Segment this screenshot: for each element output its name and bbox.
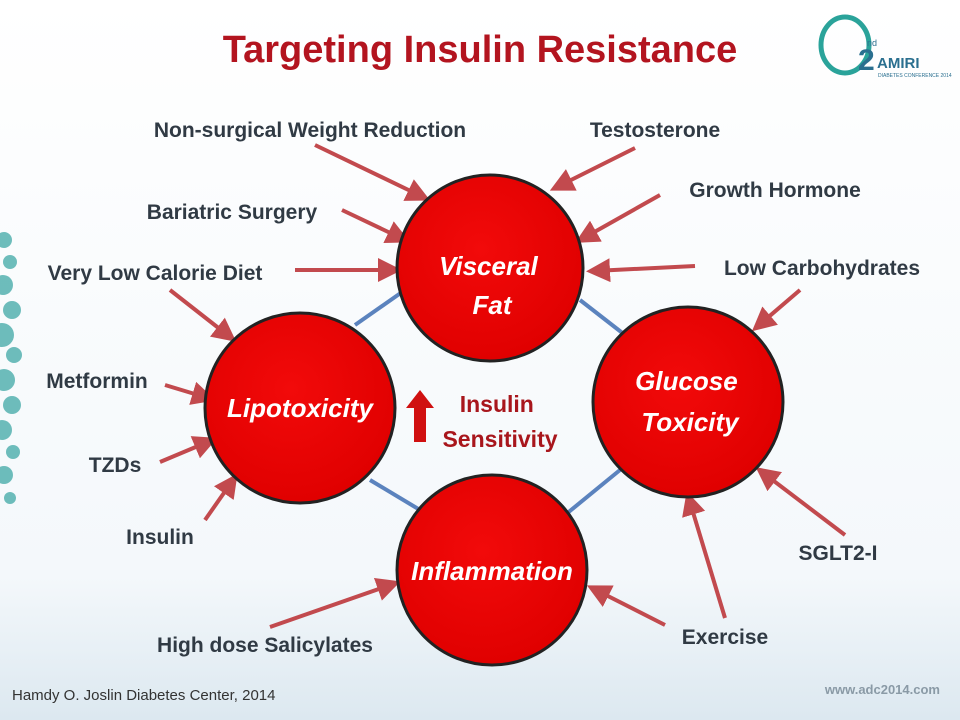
logo-superscript: nd [867,38,877,48]
intervention-label: SGLT2-I [799,542,878,565]
arrow [751,288,802,332]
node-label-line: Toxicity [641,407,740,437]
center-label-line: Insulin [460,391,534,417]
logo-ring [818,14,872,76]
node-label: Glucose Toxicity [635,366,745,437]
intervention-label: Exercise [682,626,768,649]
intervention-labels: Non-surgical Weight Reduction Testostero… [46,119,920,657]
node-circle [395,473,589,667]
footer-citation: Hamdy O. Joslin Diabetes Center, 2014 [12,687,275,704]
up-arrow [406,390,434,442]
intervention-label: Metformin [46,370,148,393]
intervention-label: Insulin [126,526,194,549]
connector [353,288,407,327]
intervention-label: Non-surgical Weight Reduction [154,119,466,142]
node-circle [395,173,585,363]
center-label: Insulin Sensitivity [442,391,557,452]
center-label-line: Sensitivity [442,426,557,452]
intervention-label: High dose Salicylates [157,634,373,657]
arrow [164,381,216,405]
node-circle [591,305,785,499]
intervention-label: Testosterone [590,119,720,142]
logo-number: 2 [858,44,875,77]
decoration-bubbles [0,232,22,504]
arrow [682,491,727,619]
arrow [586,258,696,283]
intervention-label: Low Carbohydrates [724,257,920,280]
arrow [755,467,847,537]
intervention-label: TZDs [89,454,142,477]
arrows [159,143,847,629]
node-label: Inflammation [411,556,573,586]
arrow [314,143,431,201]
node-label-line: Fat [473,290,513,320]
title: Targeting Insulin Resistance [223,29,738,71]
node-label-line: Glucose [635,366,738,396]
connector [368,478,422,512]
intervention-label: Growth Hormone [689,179,861,202]
arrow [168,288,237,342]
node-circles [203,173,785,667]
arrow [549,146,636,191]
arrow [586,585,666,627]
connectors [353,288,627,517]
intervention-label: Bariatric Surgery [147,201,318,224]
footer-website: www.adc2014.com [824,682,940,697]
arrow [159,436,218,464]
arrow [269,577,401,629]
connector [578,298,627,337]
intervention-label: Very Low Calorie Diet [48,262,263,285]
logo-subtitle: DIABETES CONFERENCE 2014 [878,73,952,79]
node-label: Visceral Fat [439,251,545,320]
logo: 2 nd AMIRI DIABETES CONFERENCE 2014 [818,14,952,79]
arrow [203,473,238,522]
arrow [341,208,411,243]
arrow [575,193,661,243]
connector [563,468,622,517]
node-label-line: Visceral [439,251,539,281]
node-label: Lipotoxicity [227,393,374,423]
node-circle [203,311,397,505]
logo-name: AMIRI [877,55,920,72]
